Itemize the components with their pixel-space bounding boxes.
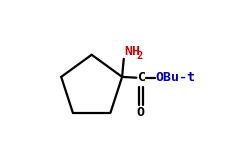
Text: OBu-t: OBu-t: [155, 71, 195, 84]
Text: O: O: [137, 106, 145, 119]
Text: C: C: [138, 71, 146, 84]
Text: NH: NH: [124, 45, 141, 58]
Text: 2: 2: [136, 51, 143, 61]
